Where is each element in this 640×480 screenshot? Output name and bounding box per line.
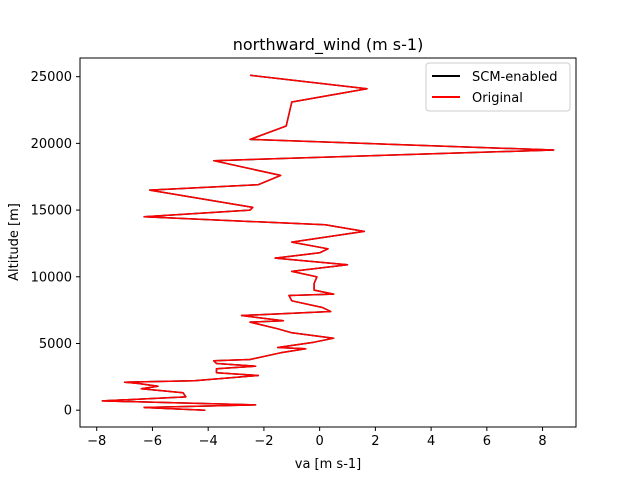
legend-label-original: Original (472, 91, 523, 106)
y-tick-label: 5000 (39, 337, 72, 352)
series-line-scm-enabled (101, 74, 555, 411)
y-axis-label: Altitude [m] (7, 203, 22, 281)
x-tick-label: −2 (254, 434, 273, 449)
x-tick-label: 8 (538, 434, 546, 449)
series-line-original (101, 74, 555, 411)
y-tick-label: 20000 (31, 137, 72, 152)
x-tick-label: −4 (199, 434, 218, 449)
x-tick-label: 4 (427, 434, 435, 449)
x-axis-label: va [m s-1] (295, 457, 361, 472)
y-axis: 0 5000 10000 15000 20000 25000 (31, 70, 80, 419)
y-tick-label: 10000 (31, 270, 72, 285)
y-tick-label: 15000 (31, 204, 72, 219)
chart-title: northward_wind (m s-1) (233, 35, 424, 55)
legend-box (425, 62, 571, 112)
x-tick-label: −6 (143, 434, 162, 449)
x-tick-label: 2 (371, 434, 379, 449)
legend: SCM-enabled Original (425, 62, 571, 112)
series-layer (101, 74, 555, 411)
x-tick-label: −8 (87, 434, 106, 449)
plot-frame (79, 57, 577, 428)
x-axis: −8 −6 −4 −2 0 2 4 6 8 (87, 427, 547, 449)
legend-label-scm-enabled: SCM-enabled (472, 70, 558, 85)
y-tick-label: 25000 (31, 70, 72, 85)
y-tick-label: 0 (64, 404, 72, 419)
x-tick-label: 0 (315, 434, 323, 449)
x-tick-label: 6 (483, 434, 491, 449)
